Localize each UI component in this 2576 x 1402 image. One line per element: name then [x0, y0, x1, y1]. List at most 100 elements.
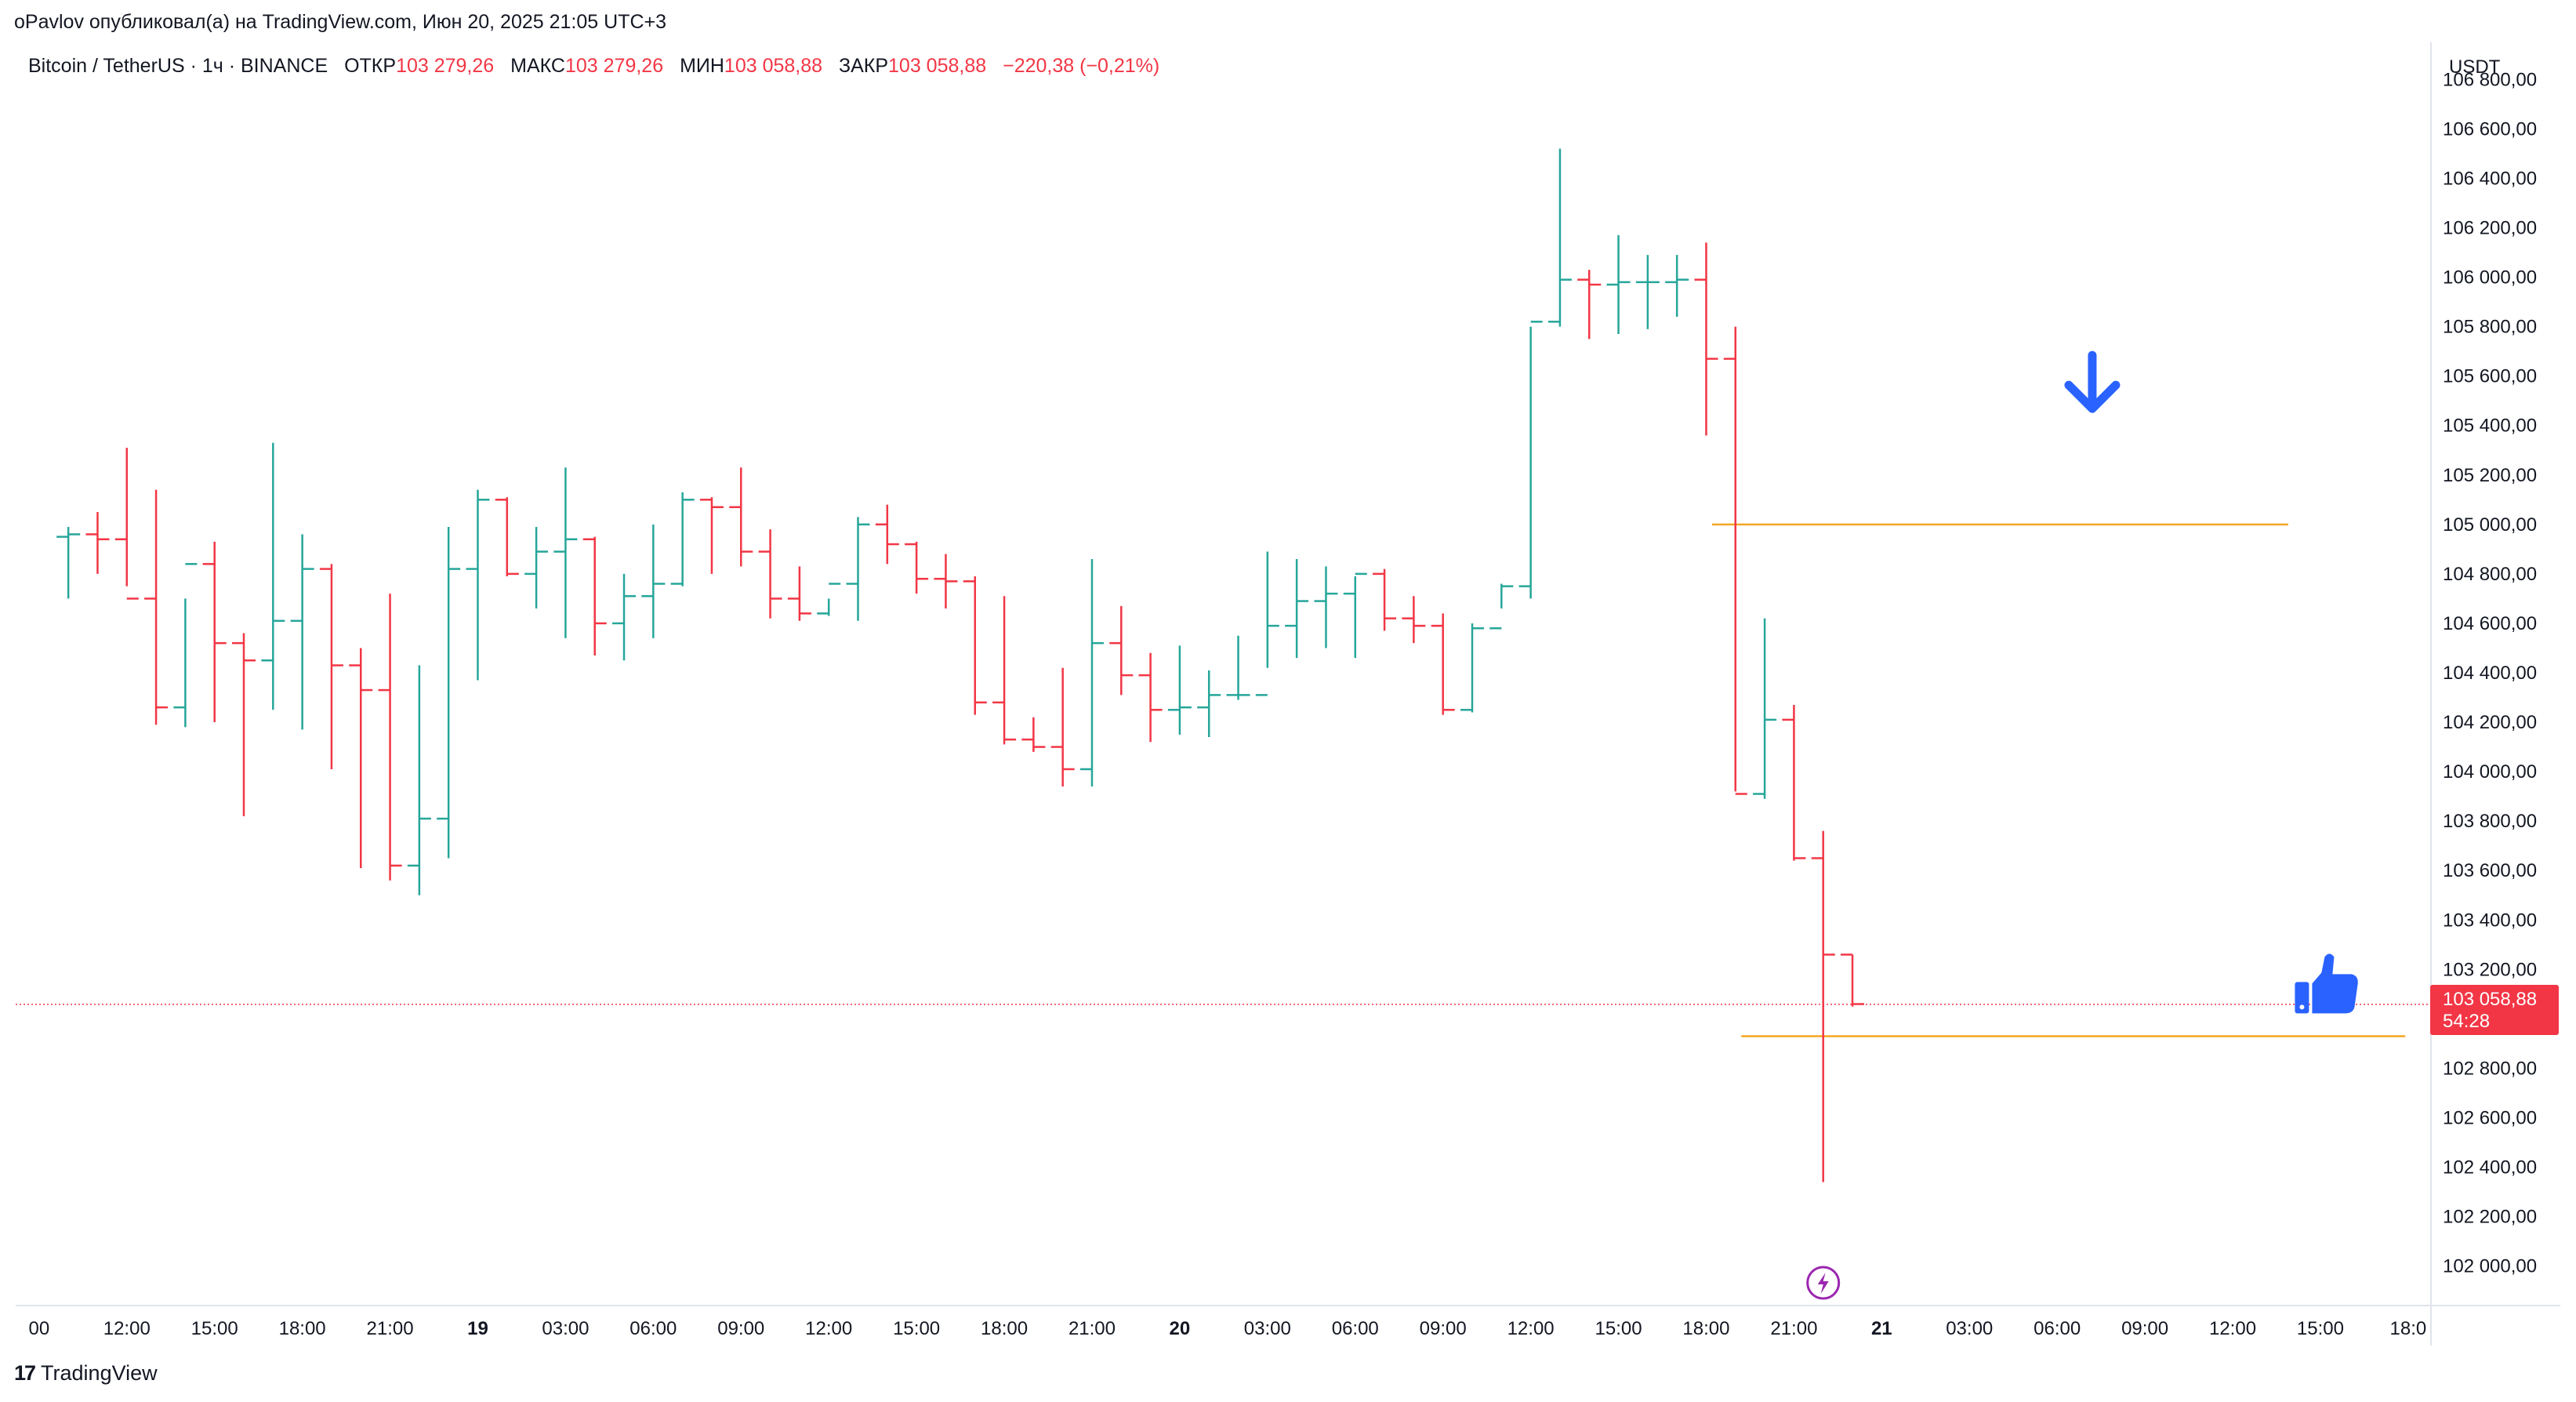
ohlc-bar[interactable] — [1577, 270, 1602, 340]
ohlc-bar[interactable] — [1021, 717, 1046, 752]
x-tick-label: 18:00 — [279, 1318, 326, 1339]
ohlc-bar[interactable] — [1314, 566, 1338, 648]
x-tick-label: 21 — [1871, 1318, 1892, 1339]
ohlc-bar[interactable] — [875, 504, 899, 565]
tradingview-logo[interactable]: 17 TradingView — [14, 1361, 158, 1386]
ohlc-bar[interactable] — [114, 448, 139, 600]
legend-symbol[interactable]: Bitcoin / TetherUS · 1ч · BINANCE — [28, 55, 328, 77]
y-tick-label: 105 600,00 — [2443, 366, 2537, 387]
ohlc-bar[interactable] — [992, 596, 1017, 745]
ohlc-bar[interactable] — [1694, 242, 1718, 436]
ohlc-bar[interactable] — [1782, 704, 1806, 861]
ohlc-bar[interactable] — [1635, 255, 1660, 329]
ohlc-bar[interactable] — [1489, 583, 1514, 630]
x-tick-label: 15:00 — [1595, 1318, 1642, 1339]
y-tick-label: 106 600,00 — [2443, 118, 2537, 140]
ohlc-bar[interactable] — [1431, 613, 1455, 715]
thumbs-up-icon[interactable] — [2295, 953, 2358, 1014]
ohlc-bar[interactable] — [670, 492, 695, 587]
x-tick-label: 15:00 — [191, 1318, 238, 1339]
ohlc-bar[interactable] — [1079, 558, 1104, 787]
y-tick-label: 102 000,00 — [2443, 1256, 2537, 1277]
price-axis[interactable] — [2430, 42, 2562, 1346]
arrow-down-icon[interactable] — [2064, 350, 2121, 413]
ohlc-bar[interactable] — [1197, 670, 1221, 737]
x-tick-label: 03:00 — [542, 1318, 589, 1339]
x-tick-label: 03:00 — [1946, 1318, 1993, 1339]
ohlc-bar[interactable] — [1285, 558, 1309, 659]
ohlc-bar[interactable] — [817, 583, 841, 616]
ohlc-bar[interactable] — [1460, 623, 1484, 713]
ohlc-bar[interactable] — [1665, 255, 1689, 317]
ohlc-bar[interactable] — [407, 665, 431, 895]
y-tick-label: 102 200,00 — [2443, 1207, 2537, 1228]
flash-event-icon[interactable] — [1806, 1266, 1841, 1300]
ohlc-bar[interactable] — [729, 467, 753, 567]
x-tick-label: 21:00 — [367, 1318, 414, 1339]
ohlc-bar[interactable] — [846, 517, 870, 621]
x-tick-label: 15:00 — [2297, 1318, 2344, 1339]
ohlc-bar[interactable] — [1606, 234, 1631, 335]
ohlc-bar[interactable] — [963, 576, 987, 715]
ohlc-bar[interactable] — [1050, 667, 1075, 787]
ohlc-bar[interactable] — [202, 541, 227, 723]
ohlc-bar[interactable] — [1811, 830, 1835, 1182]
ohlc-bar[interactable] — [641, 524, 666, 638]
ohlc-bar[interactable] — [1753, 618, 1777, 799]
x-tick-label: 20 — [1170, 1318, 1191, 1339]
y-tick-label: 105 200,00 — [2443, 465, 2537, 486]
ohlc-bar[interactable] — [1373, 568, 1397, 631]
y-tick-label: 103 200,00 — [2443, 959, 2537, 980]
ohlc-bar[interactable] — [261, 442, 285, 710]
publisher-caption: oPavlov опубликовал(а) на TradingView.co… — [14, 11, 667, 33]
y-tick-label: 104 000,00 — [2443, 761, 2537, 783]
ohlc-bar[interactable] — [758, 529, 782, 619]
ohlc-bar[interactable] — [437, 526, 461, 859]
ohlc-bar[interactable] — [85, 512, 110, 574]
ohlc-bar[interactable] — [1138, 652, 1163, 743]
ohlc-bar[interactable] — [378, 594, 402, 881]
ohlc-bar[interactable] — [1723, 326, 1747, 795]
ohlc-bar[interactable] — [349, 648, 373, 869]
x-tick-label: 18:0 — [2390, 1318, 2427, 1339]
ohlc-bar[interactable] — [495, 497, 519, 577]
ohlc-bar[interactable] — [1518, 321, 1543, 599]
y-tick-label: 102 800,00 — [2443, 1058, 2537, 1079]
ohlc-bar[interactable] — [1226, 635, 1250, 700]
ohlc-bar[interactable] — [934, 554, 958, 609]
y-tick-label: 102 400,00 — [2443, 1157, 2537, 1179]
ohlc-bar[interactable] — [524, 526, 549, 609]
ohlc-bar[interactable] — [582, 536, 607, 656]
ohlc-bar[interactable] — [319, 564, 343, 769]
legend: Bitcoin / TetherUS · 1ч · BINANCE ОТКР10… — [28, 55, 1159, 78]
ohlc-bar[interactable] — [1841, 953, 1865, 1007]
ohlc-bar[interactable] — [1109, 605, 1134, 696]
ohlc-bar[interactable] — [1402, 596, 1426, 644]
ohlc-bar[interactable] — [173, 563, 198, 728]
ohlc-bar[interactable] — [1167, 645, 1192, 735]
x-tick-label: 12:00 — [103, 1318, 151, 1339]
x-tick-label: 21:00 — [1068, 1318, 1116, 1339]
last-price-tag — [2430, 985, 2559, 1035]
ohlc-bar[interactable] — [1255, 551, 1279, 696]
ohlc-bar[interactable] — [466, 489, 490, 681]
ohlc-bar[interactable] — [905, 541, 929, 594]
ohlc-bar[interactable] — [1343, 572, 1367, 659]
ohlc-bar[interactable] — [553, 467, 578, 638]
time-axis[interactable] — [16, 1305, 2560, 1349]
y-tick-label: 105 000,00 — [2443, 514, 2537, 536]
ohlc-bar[interactable] — [56, 526, 81, 599]
ohlc-bar[interactable] — [699, 497, 724, 574]
ohlc-bar[interactable] — [144, 489, 169, 725]
ohlc-bar[interactable] — [787, 566, 811, 621]
ohlc-bar[interactable] — [290, 534, 314, 730]
ohlc-bar[interactable] — [612, 573, 637, 661]
ohlc-bar[interactable] — [1547, 148, 1572, 327]
tradingview-mark-icon: 17 — [14, 1361, 36, 1385]
y-tick-label: 104 800,00 — [2443, 564, 2537, 585]
ohlc-bar[interactable] — [232, 633, 256, 816]
y-tick-label: 105 400,00 — [2443, 416, 2537, 437]
x-tick-label: 12:00 — [2209, 1318, 2256, 1339]
